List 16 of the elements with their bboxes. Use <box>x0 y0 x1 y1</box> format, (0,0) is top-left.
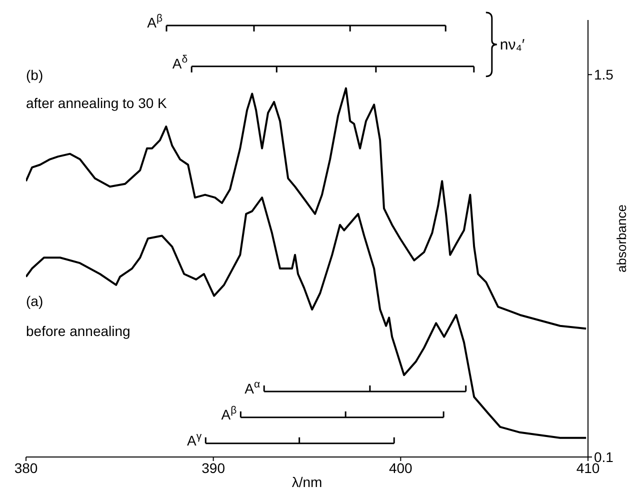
legend-label: A$^{α}$ <box>244 378 260 396</box>
annotation: nν₄′ <box>500 36 525 54</box>
x-tick-label: 380 <box>14 460 38 476</box>
x-tick-label: 390 <box>202 460 226 476</box>
annotation: (b) <box>26 67 44 83</box>
legend-label: A$^{β}$ <box>147 12 162 30</box>
annotation: after annealing to 30 K <box>26 95 168 111</box>
y-tick-label: 1.5 <box>594 66 614 83</box>
legend-label: A$^{β}$ <box>221 404 237 422</box>
x-axis-title: λ/nm <box>292 474 322 488</box>
y-axis-title: absorbance <box>614 204 629 272</box>
legend-label: A$^{γ}$ <box>187 430 202 448</box>
annotation: (a) <box>26 293 44 309</box>
legend-label: A$^{δ}$ <box>172 53 188 72</box>
x-tick-label: 400 <box>388 460 413 476</box>
annotation: before annealing <box>26 323 130 339</box>
